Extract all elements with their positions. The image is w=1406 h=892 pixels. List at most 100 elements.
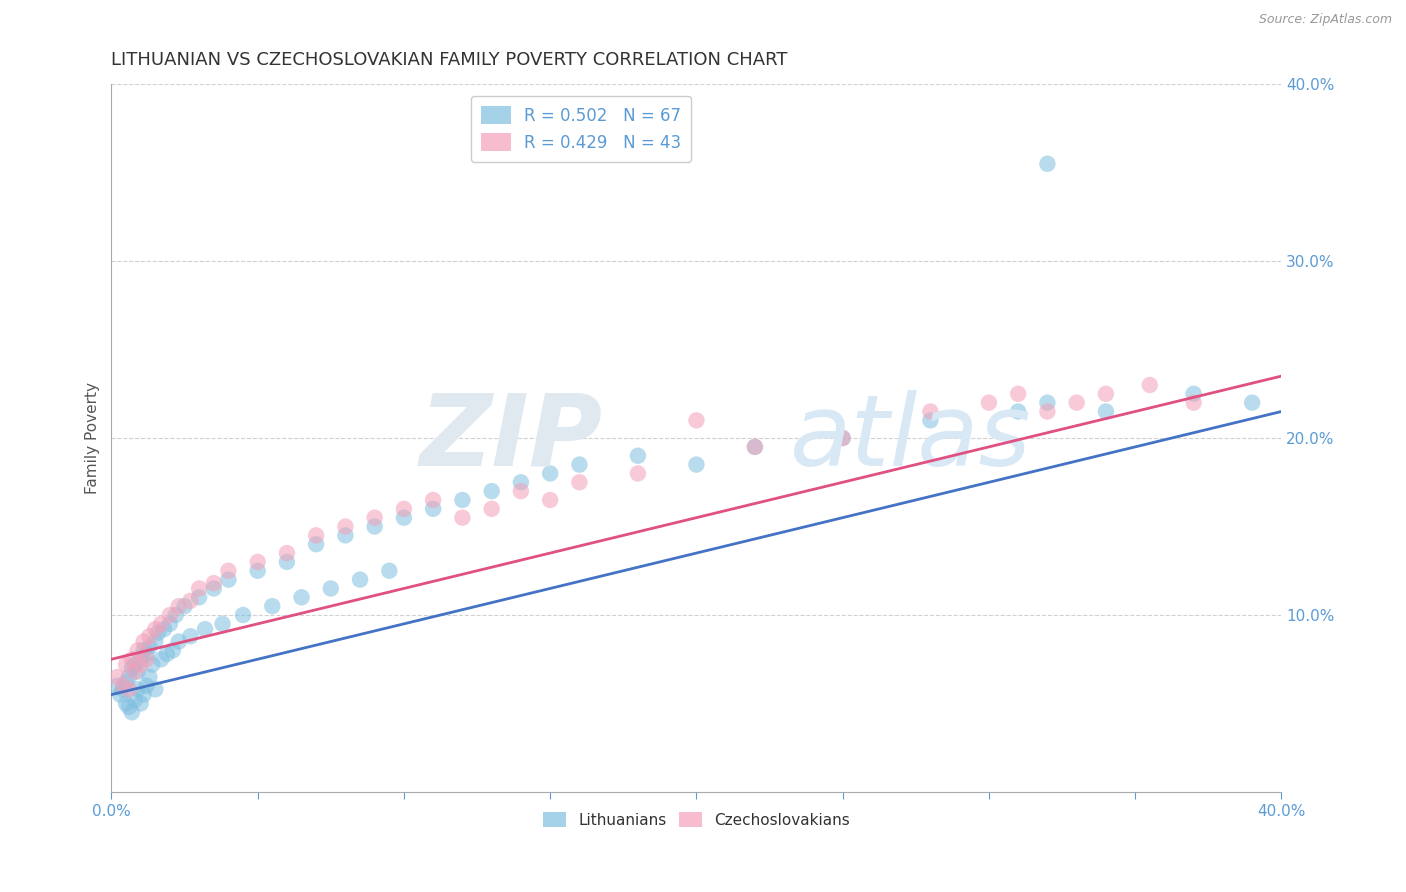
Point: [129, 697, 152, 711]
Point: [127, 665, 149, 679]
Point: [1036, 404, 1059, 418]
Point: [162, 643, 184, 657]
Point: [127, 643, 149, 657]
Text: Source: ZipAtlas.com: Source: ZipAtlas.com: [1258, 13, 1392, 27]
Point: [305, 537, 328, 551]
Point: [153, 622, 176, 636]
Point: [1007, 386, 1029, 401]
Point: [143, 682, 166, 697]
Point: [115, 697, 138, 711]
Point: [202, 582, 225, 596]
Point: [262, 599, 284, 614]
Point: [290, 591, 312, 605]
Point: [378, 564, 401, 578]
Point: [179, 629, 201, 643]
Point: [246, 555, 269, 569]
Point: [132, 643, 155, 657]
Point: [1066, 395, 1088, 409]
Point: [627, 449, 650, 463]
Point: [135, 647, 157, 661]
Point: [232, 607, 254, 622]
Point: [124, 693, 146, 707]
Point: [138, 629, 160, 643]
Point: [188, 591, 211, 605]
Point: [1139, 378, 1161, 392]
Y-axis label: Family Poverty: Family Poverty: [86, 382, 100, 494]
Point: [685, 458, 707, 472]
Point: [211, 616, 233, 631]
Point: [118, 682, 141, 697]
Point: [1095, 386, 1118, 401]
Point: [188, 582, 211, 596]
Legend: Lithuanians, Czechoslovakians: Lithuanians, Czechoslovakians: [537, 806, 856, 834]
Point: [831, 431, 853, 445]
Point: [167, 634, 190, 648]
Point: [165, 607, 187, 622]
Point: [217, 564, 239, 578]
Point: [112, 682, 135, 697]
Point: [121, 652, 143, 666]
Point: [156, 647, 179, 661]
Point: [744, 440, 766, 454]
Point: [129, 652, 152, 666]
Point: [451, 510, 474, 524]
Point: [105, 670, 128, 684]
Point: [685, 413, 707, 427]
Point: [112, 679, 135, 693]
Point: [121, 661, 143, 675]
Point: [132, 688, 155, 702]
Point: [1241, 395, 1264, 409]
Point: [127, 682, 149, 697]
Point: [1182, 386, 1205, 401]
Point: [305, 528, 328, 542]
Point: [276, 555, 298, 569]
Point: [481, 501, 503, 516]
Text: ZIP: ZIP: [420, 390, 603, 486]
Point: [202, 576, 225, 591]
Point: [159, 616, 181, 631]
Point: [135, 652, 157, 666]
Point: [173, 599, 195, 614]
Point: [167, 599, 190, 614]
Point: [1036, 395, 1059, 409]
Point: [217, 573, 239, 587]
Point: [920, 404, 942, 418]
Point: [392, 510, 415, 524]
Point: [319, 582, 342, 596]
Point: [159, 607, 181, 622]
Point: [118, 670, 141, 684]
Point: [422, 493, 444, 508]
Point: [335, 519, 357, 533]
Point: [115, 675, 138, 690]
Point: [392, 501, 415, 516]
Point: [179, 594, 201, 608]
Point: [141, 657, 163, 672]
Text: LITHUANIAN VS CZECHOSLOVAKIAN FAMILY POVERTY CORRELATION CHART: LITHUANIAN VS CZECHOSLOVAKIAN FAMILY POV…: [111, 51, 787, 69]
Point: [920, 413, 942, 427]
Point: [509, 484, 531, 499]
Point: [481, 484, 503, 499]
Point: [121, 706, 143, 720]
Point: [148, 625, 170, 640]
Point: [568, 458, 591, 472]
Point: [831, 431, 853, 445]
Point: [1036, 157, 1059, 171]
Point: [422, 501, 444, 516]
Point: [105, 679, 128, 693]
Point: [363, 519, 385, 533]
Point: [1095, 404, 1118, 418]
Point: [124, 665, 146, 679]
Point: [138, 670, 160, 684]
Point: [349, 573, 371, 587]
Point: [568, 475, 591, 490]
Point: [538, 467, 561, 481]
Point: [143, 622, 166, 636]
Point: [246, 564, 269, 578]
Point: [194, 622, 217, 636]
Text: atlas: atlas: [790, 390, 1032, 486]
Point: [363, 510, 385, 524]
Point: [276, 546, 298, 560]
Point: [118, 700, 141, 714]
Point: [150, 616, 173, 631]
Point: [509, 475, 531, 490]
